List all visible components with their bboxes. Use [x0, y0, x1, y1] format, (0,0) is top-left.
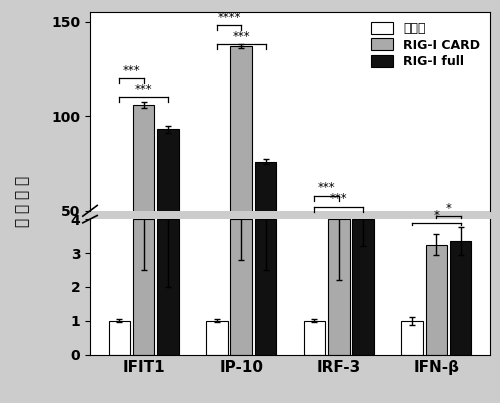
Bar [352, 219, 374, 355]
Bar [158, 219, 179, 355]
Text: *: * [434, 209, 440, 222]
Legend: 空载体, RIG-I CARD, RIG-I full: 空载体, RIG-I CARD, RIG-I full [367, 19, 484, 72]
Text: ***: *** [232, 30, 250, 43]
Bar [230, 46, 252, 305]
Bar [426, 245, 447, 355]
Bar [133, 105, 154, 305]
Text: *: * [446, 202, 452, 215]
Bar [328, 219, 349, 355]
Bar [133, 219, 154, 355]
Text: ***: *** [318, 181, 336, 194]
Text: ***: *** [135, 83, 152, 96]
Text: 表 达 水 平: 表 达 水 平 [15, 176, 30, 227]
Bar [401, 321, 422, 355]
Bar [304, 321, 325, 355]
Bar [230, 219, 252, 355]
Bar [158, 129, 179, 305]
Bar [255, 162, 276, 305]
Bar [255, 219, 276, 355]
Bar [108, 321, 130, 355]
Text: ***: *** [330, 192, 347, 206]
Text: ****: **** [218, 11, 241, 24]
Bar [450, 241, 471, 355]
Bar [206, 321, 228, 355]
Text: ***: *** [122, 64, 140, 77]
